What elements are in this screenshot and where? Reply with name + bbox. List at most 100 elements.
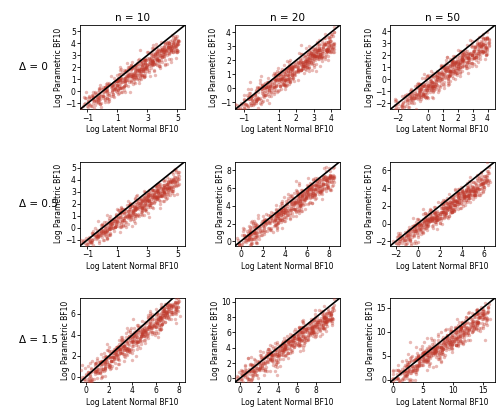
Point	[284, 345, 292, 352]
Point	[304, 186, 312, 192]
Point	[310, 190, 318, 197]
Point	[154, 183, 162, 190]
Point	[330, 302, 338, 308]
Point	[428, 215, 436, 222]
Point	[472, 307, 480, 314]
Point	[133, 345, 141, 352]
Point	[128, 63, 136, 69]
Point	[308, 185, 316, 192]
Point	[483, 47, 491, 54]
Point	[303, 327, 311, 333]
Point	[128, 324, 136, 331]
Point	[451, 76, 459, 82]
Point	[320, 325, 328, 332]
Point	[302, 56, 310, 63]
Point	[154, 189, 162, 196]
Point	[448, 338, 456, 345]
Point	[257, 101, 265, 108]
Point	[302, 194, 310, 201]
Point	[422, 76, 430, 82]
Point	[433, 207, 441, 214]
Point	[170, 306, 178, 312]
Point	[275, 77, 283, 84]
Point	[249, 231, 257, 237]
Point	[473, 41, 481, 47]
Point	[293, 340, 301, 346]
Point	[282, 72, 290, 79]
Point	[308, 52, 316, 59]
Point	[246, 96, 254, 102]
Point	[310, 60, 318, 66]
Point	[451, 198, 459, 205]
Point	[468, 315, 476, 322]
Point	[320, 318, 328, 325]
Point	[102, 366, 110, 373]
Point	[470, 192, 478, 199]
Point	[278, 208, 286, 215]
Point	[160, 181, 168, 188]
Point	[306, 50, 314, 57]
Point	[465, 191, 473, 197]
Point	[94, 94, 102, 100]
Point	[394, 233, 402, 239]
Point	[418, 355, 426, 362]
Point	[91, 369, 99, 375]
Point	[163, 302, 171, 308]
Point	[452, 63, 460, 69]
Point	[262, 220, 270, 226]
Point	[442, 332, 450, 339]
Point	[473, 184, 481, 191]
Point	[260, 228, 268, 235]
Point	[442, 335, 450, 341]
Point	[316, 182, 324, 189]
Point	[106, 218, 114, 225]
Point	[156, 189, 164, 196]
Point	[486, 39, 494, 46]
Point	[455, 66, 463, 73]
Point	[134, 329, 142, 336]
Point	[153, 61, 161, 68]
Point	[480, 320, 488, 327]
Point	[410, 94, 418, 101]
Point	[448, 199, 456, 206]
Point	[452, 342, 460, 349]
Point	[138, 58, 145, 65]
Point	[112, 216, 120, 223]
Point	[311, 195, 319, 202]
Point	[303, 56, 311, 63]
Point	[121, 79, 129, 86]
Point	[329, 41, 337, 47]
Point	[308, 318, 316, 324]
Point	[161, 194, 169, 201]
Point	[400, 368, 408, 375]
Point	[170, 175, 178, 182]
Point	[457, 200, 465, 207]
Point	[479, 36, 487, 42]
Point	[134, 213, 141, 220]
Point	[307, 50, 315, 57]
Point	[296, 325, 304, 332]
Point	[104, 99, 112, 105]
Point	[301, 66, 309, 72]
Point	[114, 356, 122, 362]
Point	[128, 71, 136, 77]
Point	[272, 357, 280, 364]
Point	[414, 362, 422, 368]
Point	[129, 216, 137, 223]
Point	[474, 176, 482, 183]
Point	[141, 332, 149, 339]
Point	[400, 375, 408, 382]
Point	[478, 325, 486, 332]
Point	[402, 239, 410, 246]
Point	[430, 219, 438, 226]
Point	[311, 321, 319, 328]
Point	[152, 319, 160, 326]
Point	[154, 193, 162, 200]
Point	[102, 356, 110, 363]
Point	[428, 81, 436, 88]
Point	[318, 58, 326, 64]
Point	[254, 222, 262, 229]
Point	[412, 227, 420, 234]
Point	[444, 207, 452, 214]
Point	[166, 316, 174, 323]
